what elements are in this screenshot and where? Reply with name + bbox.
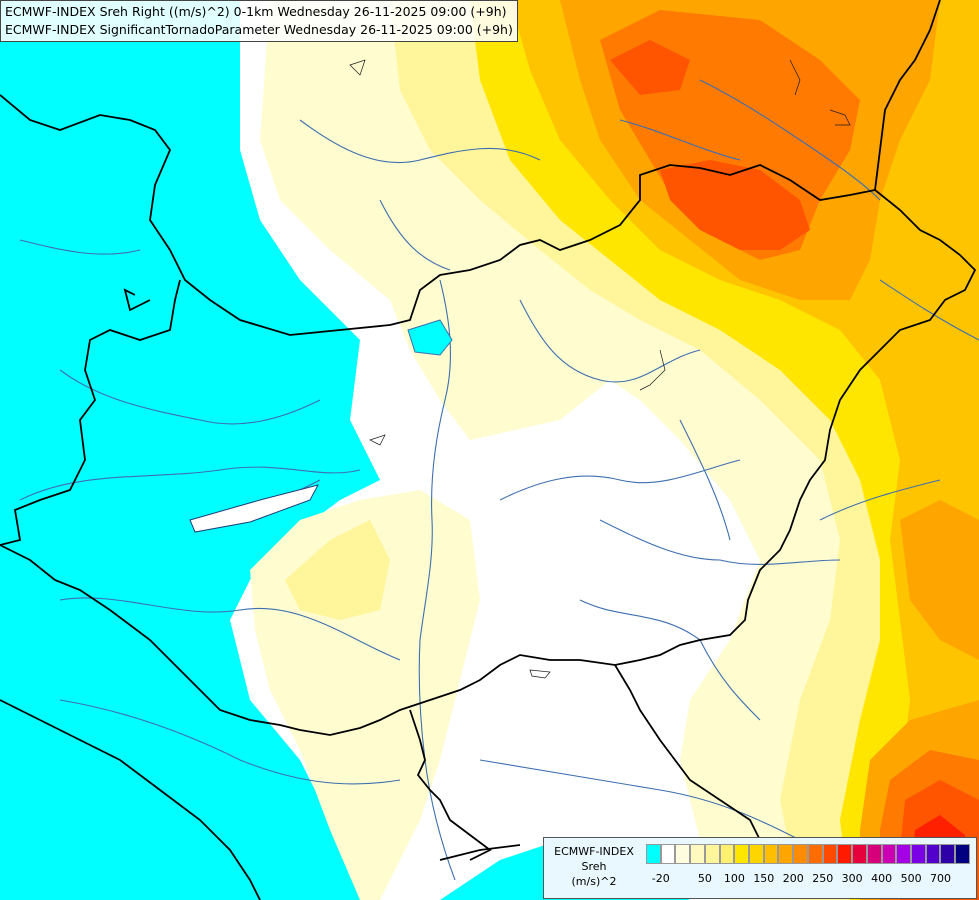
legend-swatch [646, 844, 661, 864]
legend-swatch [822, 844, 838, 864]
legend-swatch [675, 844, 691, 864]
legend-swatch [940, 844, 956, 864]
legend-tick-label: -20 [651, 872, 670, 885]
legend-tick-label: 700 [930, 872, 952, 885]
legend-tick-label: 400 [871, 872, 893, 885]
rivers [19, 79, 979, 881]
red-orange-field-2 [610, 40, 690, 95]
legend-swatch [793, 844, 808, 864]
legend-swatch [749, 844, 764, 864]
legend-swatch [896, 844, 911, 864]
legend-swatch [660, 844, 676, 864]
legend-tick-label: 300 [841, 872, 863, 885]
legend-tick-label: 100 [723, 872, 745, 885]
legend-swatch [719, 844, 735, 864]
color-legend: ECMWF-INDEX Sreh (m/s)^2 -20 50 100 150 200 2… [543, 837, 977, 899]
legend-source: ECMWF-INDEX [554, 845, 634, 858]
legend-swatch [807, 844, 823, 864]
legend-labels: ECMWF-INDEX Sreh (m/s)^2 [544, 844, 644, 889]
legend-swatch [690, 844, 705, 864]
legend-swatch [910, 844, 926, 864]
legend-tick-label: 150 [753, 872, 775, 885]
legend-swatch [763, 844, 779, 864]
map-title: ECMWF-INDEX Sreh Right ((m/s)^2) 0-1km W… [0, 0, 518, 42]
light-yellow-field-sw [285, 520, 390, 620]
legend-swatch [778, 844, 794, 864]
legend-swatch [881, 844, 897, 864]
regional-borders [349, 59, 851, 679]
red-orange-field [660, 160, 810, 250]
legend-swatch [925, 844, 941, 864]
legend-swatch [704, 844, 720, 864]
legend-tick-label: 250 [812, 872, 834, 885]
legend-swatch [866, 844, 882, 864]
legend-swatch [955, 844, 970, 864]
legend-unit: (m/s)^2 [571, 875, 617, 888]
legend-swatch [852, 844, 867, 864]
legend-swatch [734, 844, 750, 864]
legend-tick-label: 50 [697, 872, 712, 885]
legend-tick-label: 200 [782, 872, 804, 885]
lake [407, 319, 453, 356]
orange-field-east [900, 500, 979, 660]
title-line-1: ECMWF-INDEX Sreh Right ((m/s)^2) 0-1km W… [5, 4, 507, 19]
legend-swatches [646, 844, 970, 864]
legend-tick-label: 500 [900, 872, 922, 885]
legend-swatch [837, 844, 853, 864]
legend-ticks: -20 50 100 150 200 250 300 400 500 700 [646, 872, 970, 888]
lake-2 [189, 484, 319, 533]
title-line-2: ECMWF-INDEX SignificantTornadoParameter … [5, 22, 513, 37]
legend-variable: Sreh [581, 860, 607, 873]
